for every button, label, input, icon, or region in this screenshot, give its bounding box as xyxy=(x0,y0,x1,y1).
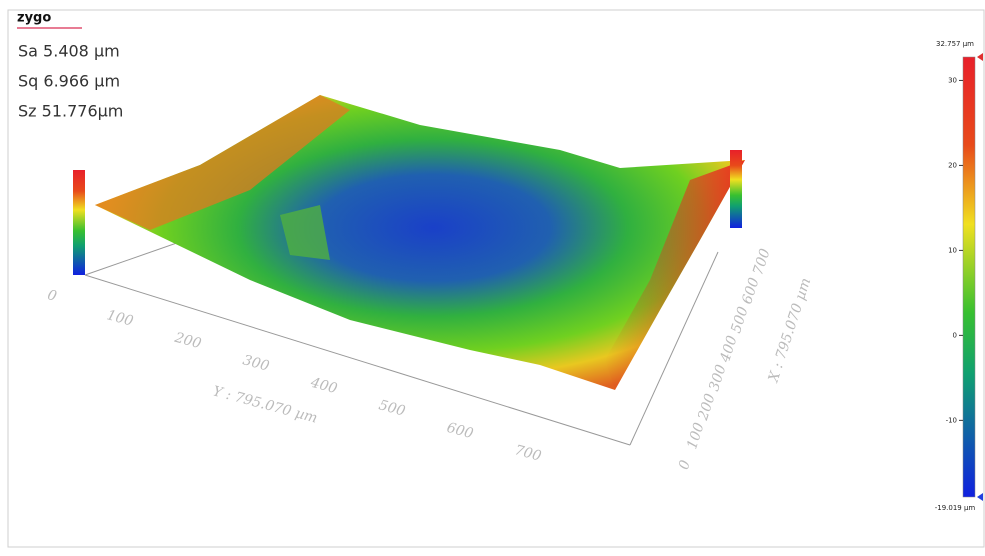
mini-colorbar xyxy=(73,170,85,275)
y-tick-label: 700 xyxy=(513,442,543,464)
colorbar-min: -19.019 µm xyxy=(935,504,976,512)
logo: zygo xyxy=(17,11,51,26)
x-tick-label: 600 xyxy=(739,276,763,306)
stat: Sz 51.776µm xyxy=(18,102,123,121)
colorbar-tick-label: 10 xyxy=(948,246,957,254)
colorbar-max: 32.757 µm xyxy=(936,40,974,48)
y-tick-label: 0 xyxy=(46,287,59,305)
x-tick-label: 100 xyxy=(684,421,708,451)
y-tick-label: 400 xyxy=(308,375,339,398)
colorbar-max-marker xyxy=(977,53,983,61)
page: zygo Sa 5.408 µm Sq 6.966 µm Sz 51.776µm… xyxy=(0,0,985,556)
y-axis-title: Y : 795.070 µm xyxy=(211,383,319,426)
y-tick-label: 100 xyxy=(105,307,135,329)
x-axis-title: X : 795.070 µm xyxy=(765,276,814,385)
y-tick-label: 500 xyxy=(377,397,407,419)
stat: Sq 6.966 µm xyxy=(18,72,120,91)
viewer: zygo Sa 5.408 µm Sq 6.966 µm Sz 51.776µm… xyxy=(0,0,985,556)
y-tick-label: 300 xyxy=(241,352,271,374)
x-tick-label: 500 xyxy=(728,305,752,335)
x-tick-label: 400 xyxy=(717,334,741,365)
x-tick-label: 200 xyxy=(695,392,719,423)
colorbar-tick-label: 20 xyxy=(948,161,957,169)
mini-colorbar xyxy=(730,150,742,228)
y-tick-label: 200 xyxy=(172,330,203,353)
colorbar-tick-label: -10 xyxy=(946,416,957,424)
stat: Sa 5.408 µm xyxy=(18,42,120,61)
colorbar-tick-label: 30 xyxy=(948,76,957,84)
colorbar xyxy=(963,57,975,497)
x-tick-label: 0 xyxy=(676,458,694,472)
x-tick-label: 300 xyxy=(706,363,730,393)
colorbar-min-marker xyxy=(977,493,983,501)
y-tick-label: 600 xyxy=(445,420,475,442)
x-tick-label: 700 xyxy=(750,247,774,277)
colorbar-tick-label: 0 xyxy=(953,331,957,339)
